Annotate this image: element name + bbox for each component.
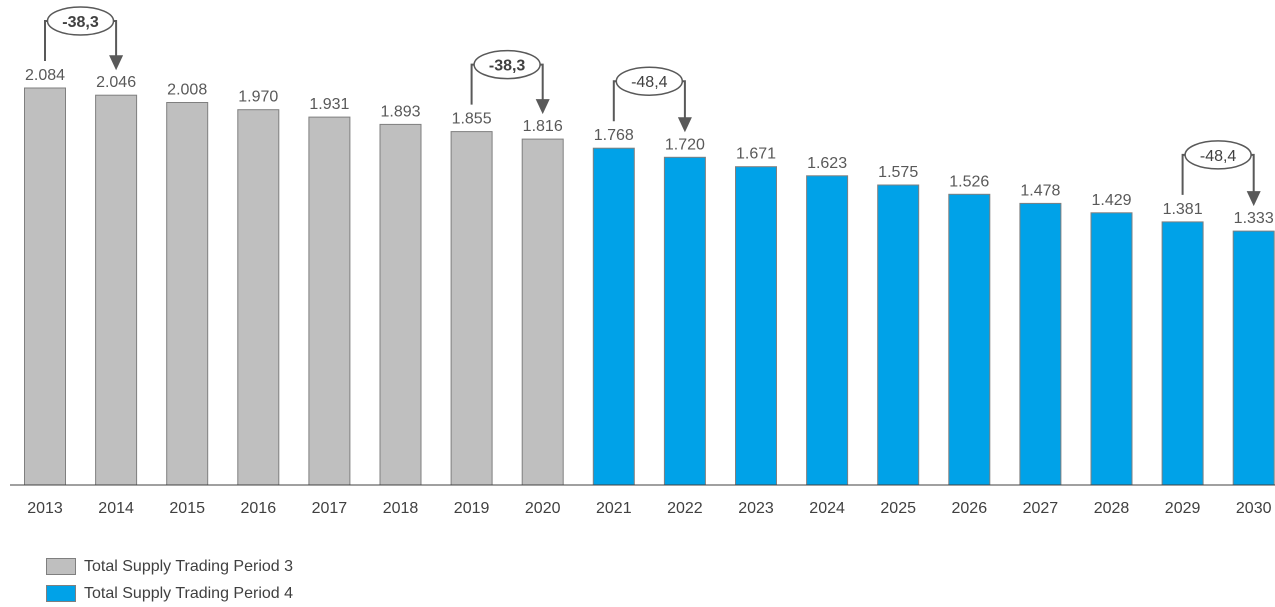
value-label-2023: 1.671 — [736, 146, 776, 163]
x-tick-label-2030: 2030 — [1236, 500, 1272, 517]
value-label-2013: 2.084 — [25, 67, 65, 84]
callout-3: -48,4 — [1181, 140, 1261, 207]
callout-label: -48,4 — [631, 74, 668, 91]
callout-ellipse — [1184, 140, 1252, 170]
callout-1: -38,3 — [470, 49, 550, 115]
x-tick-label-2013: 2013 — [27, 500, 63, 517]
value-label-2014: 2.046 — [96, 74, 136, 91]
callout-ellipse — [473, 49, 541, 80]
x-tick-label-2022: 2022 — [667, 500, 703, 517]
value-label-2022: 1.720 — [665, 136, 705, 153]
bar-2019 — [450, 131, 493, 486]
bar-2020 — [521, 138, 564, 486]
bar-2021 — [592, 147, 635, 486]
bar-2015 — [166, 102, 209, 486]
value-label-2021: 1.768 — [594, 127, 634, 144]
x-tick-label-2020: 2020 — [525, 500, 561, 517]
bar-2022 — [663, 156, 706, 486]
bar-2029 — [1161, 221, 1204, 486]
value-label-2028: 1.429 — [1091, 192, 1131, 209]
bar-2017 — [308, 116, 351, 486]
callout-arrowhead — [535, 99, 550, 115]
bar-2030 — [1232, 230, 1275, 486]
legend-label-period-3: Total Supply Trading Period 3 — [84, 557, 294, 575]
bar-2026 — [948, 193, 991, 486]
value-label-2019: 1.855 — [452, 111, 492, 128]
x-tick-label-2016: 2016 — [241, 500, 277, 517]
callout-arrowhead — [677, 117, 692, 133]
callout-label: -38,3 — [489, 58, 526, 75]
value-label-2027: 1.478 — [1020, 182, 1060, 199]
callout-label: -38,3 — [62, 14, 99, 31]
x-tick-label-2021: 2021 — [596, 500, 632, 517]
x-tick-label-2019: 2019 — [454, 500, 490, 517]
x-tick-label-2029: 2029 — [1165, 500, 1201, 517]
legend-item-period-4: Total Supply Trading Period 4 — [46, 580, 293, 607]
callout-2: -48,4 — [612, 66, 692, 133]
legend-item-period-3: Total Supply Trading Period 3 — [46, 553, 293, 580]
bar-2018 — [379, 123, 422, 486]
bar-2025 — [877, 184, 920, 486]
value-label-2030: 1.333 — [1234, 210, 1274, 227]
x-tick-label-2024: 2024 — [809, 500, 845, 517]
x-tick-label-2026: 2026 — [952, 500, 988, 517]
callout-ellipse — [46, 6, 115, 36]
value-label-2025: 1.575 — [878, 164, 918, 181]
bar-2024 — [806, 175, 849, 486]
legend: Total Supply Trading Period 3 Total Supp… — [46, 553, 293, 607]
x-tick-label-2014: 2014 — [98, 500, 134, 517]
value-label-2026: 1.526 — [949, 173, 989, 190]
bar-2023 — [735, 166, 777, 486]
x-tick-label-2017: 2017 — [312, 500, 348, 517]
value-label-2016: 1.970 — [238, 89, 278, 106]
value-label-2029: 1.381 — [1163, 201, 1203, 218]
value-label-2015: 2.008 — [167, 82, 207, 99]
callout-ellipse — [615, 66, 684, 96]
x-tick-label-2025: 2025 — [880, 500, 916, 517]
callout-0: -38,3 — [44, 6, 124, 71]
x-tick-label-2018: 2018 — [383, 500, 419, 517]
x-tick-label-2015: 2015 — [169, 500, 205, 517]
x-tick-label-2027: 2027 — [1023, 500, 1059, 517]
value-label-2024: 1.623 — [807, 155, 847, 172]
bar-2014 — [95, 94, 138, 486]
callout-arrowhead — [109, 55, 124, 71]
legend-label-period-4: Total Supply Trading Period 4 — [84, 584, 294, 602]
callout-arrowhead — [1246, 191, 1261, 207]
bar-2013 — [24, 87, 66, 486]
x-tick-label-2023: 2023 — [738, 500, 774, 517]
x-tick-label-2028: 2028 — [1094, 500, 1130, 517]
callout-label: -48,4 — [1200, 148, 1237, 165]
bar-chart: 2.084 2.046 2.008 1.970 1.931 1.893 1.855 1.816… — [10, 6, 1275, 517]
legend-swatch-period-4 — [46, 585, 76, 602]
value-label-2017: 1.931 — [309, 96, 349, 113]
bar-2016 — [237, 109, 280, 486]
value-label-2018: 1.893 — [380, 103, 420, 120]
legend-swatch-period-3 — [46, 558, 76, 575]
bar-2028 — [1090, 212, 1133, 486]
bar-2027 — [1019, 202, 1062, 486]
value-label-2020: 1.816 — [523, 118, 563, 135]
